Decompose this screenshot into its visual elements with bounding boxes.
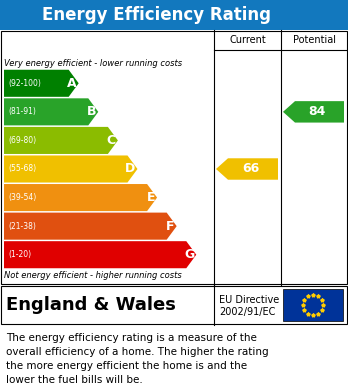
Polygon shape: [4, 156, 137, 183]
Text: (1-20): (1-20): [8, 250, 31, 259]
Text: (81-91): (81-91): [8, 108, 36, 117]
Bar: [283, 289, 343, 321]
Text: A: A: [67, 77, 77, 90]
Text: G: G: [184, 248, 194, 261]
Text: EU Directive: EU Directive: [219, 295, 279, 305]
Text: (92-100): (92-100): [8, 79, 41, 88]
Polygon shape: [4, 184, 157, 211]
Text: Current: Current: [229, 35, 266, 45]
Text: 84: 84: [308, 105, 326, 118]
Text: B: B: [87, 105, 96, 118]
Text: Not energy efficient - higher running costs: Not energy efficient - higher running co…: [4, 271, 182, 280]
Polygon shape: [4, 213, 177, 240]
Text: England & Wales: England & Wales: [6, 296, 176, 314]
Text: (21-38): (21-38): [8, 222, 36, 231]
Text: overall efficiency of a home. The higher the rating: overall efficiency of a home. The higher…: [6, 347, 269, 357]
Text: (39-54): (39-54): [8, 193, 36, 202]
Text: 2002/91/EC: 2002/91/EC: [219, 307, 275, 317]
Text: (69-80): (69-80): [8, 136, 36, 145]
Text: the more energy efficient the home is and the: the more energy efficient the home is an…: [6, 361, 247, 371]
Text: Potential: Potential: [293, 35, 335, 45]
Text: D: D: [125, 163, 135, 176]
Text: Energy Efficiency Rating: Energy Efficiency Rating: [42, 6, 271, 24]
Text: F: F: [166, 220, 175, 233]
Polygon shape: [4, 70, 79, 97]
Text: E: E: [147, 191, 155, 204]
Text: The energy efficiency rating is a measure of the: The energy efficiency rating is a measur…: [6, 333, 257, 343]
Bar: [0, 0, 348, 30]
Polygon shape: [216, 158, 278, 180]
Text: Very energy efficient - lower running costs: Very energy efficient - lower running co…: [4, 59, 182, 68]
Text: C: C: [107, 134, 116, 147]
Text: 66: 66: [242, 163, 259, 176]
Bar: [1, 31, 347, 284]
Polygon shape: [283, 101, 344, 122]
Polygon shape: [4, 127, 118, 154]
Polygon shape: [4, 241, 196, 268]
Text: lower the fuel bills will be.: lower the fuel bills will be.: [6, 375, 143, 385]
Polygon shape: [4, 98, 98, 126]
Bar: [1, 286, 347, 324]
Text: (55-68): (55-68): [8, 165, 36, 174]
